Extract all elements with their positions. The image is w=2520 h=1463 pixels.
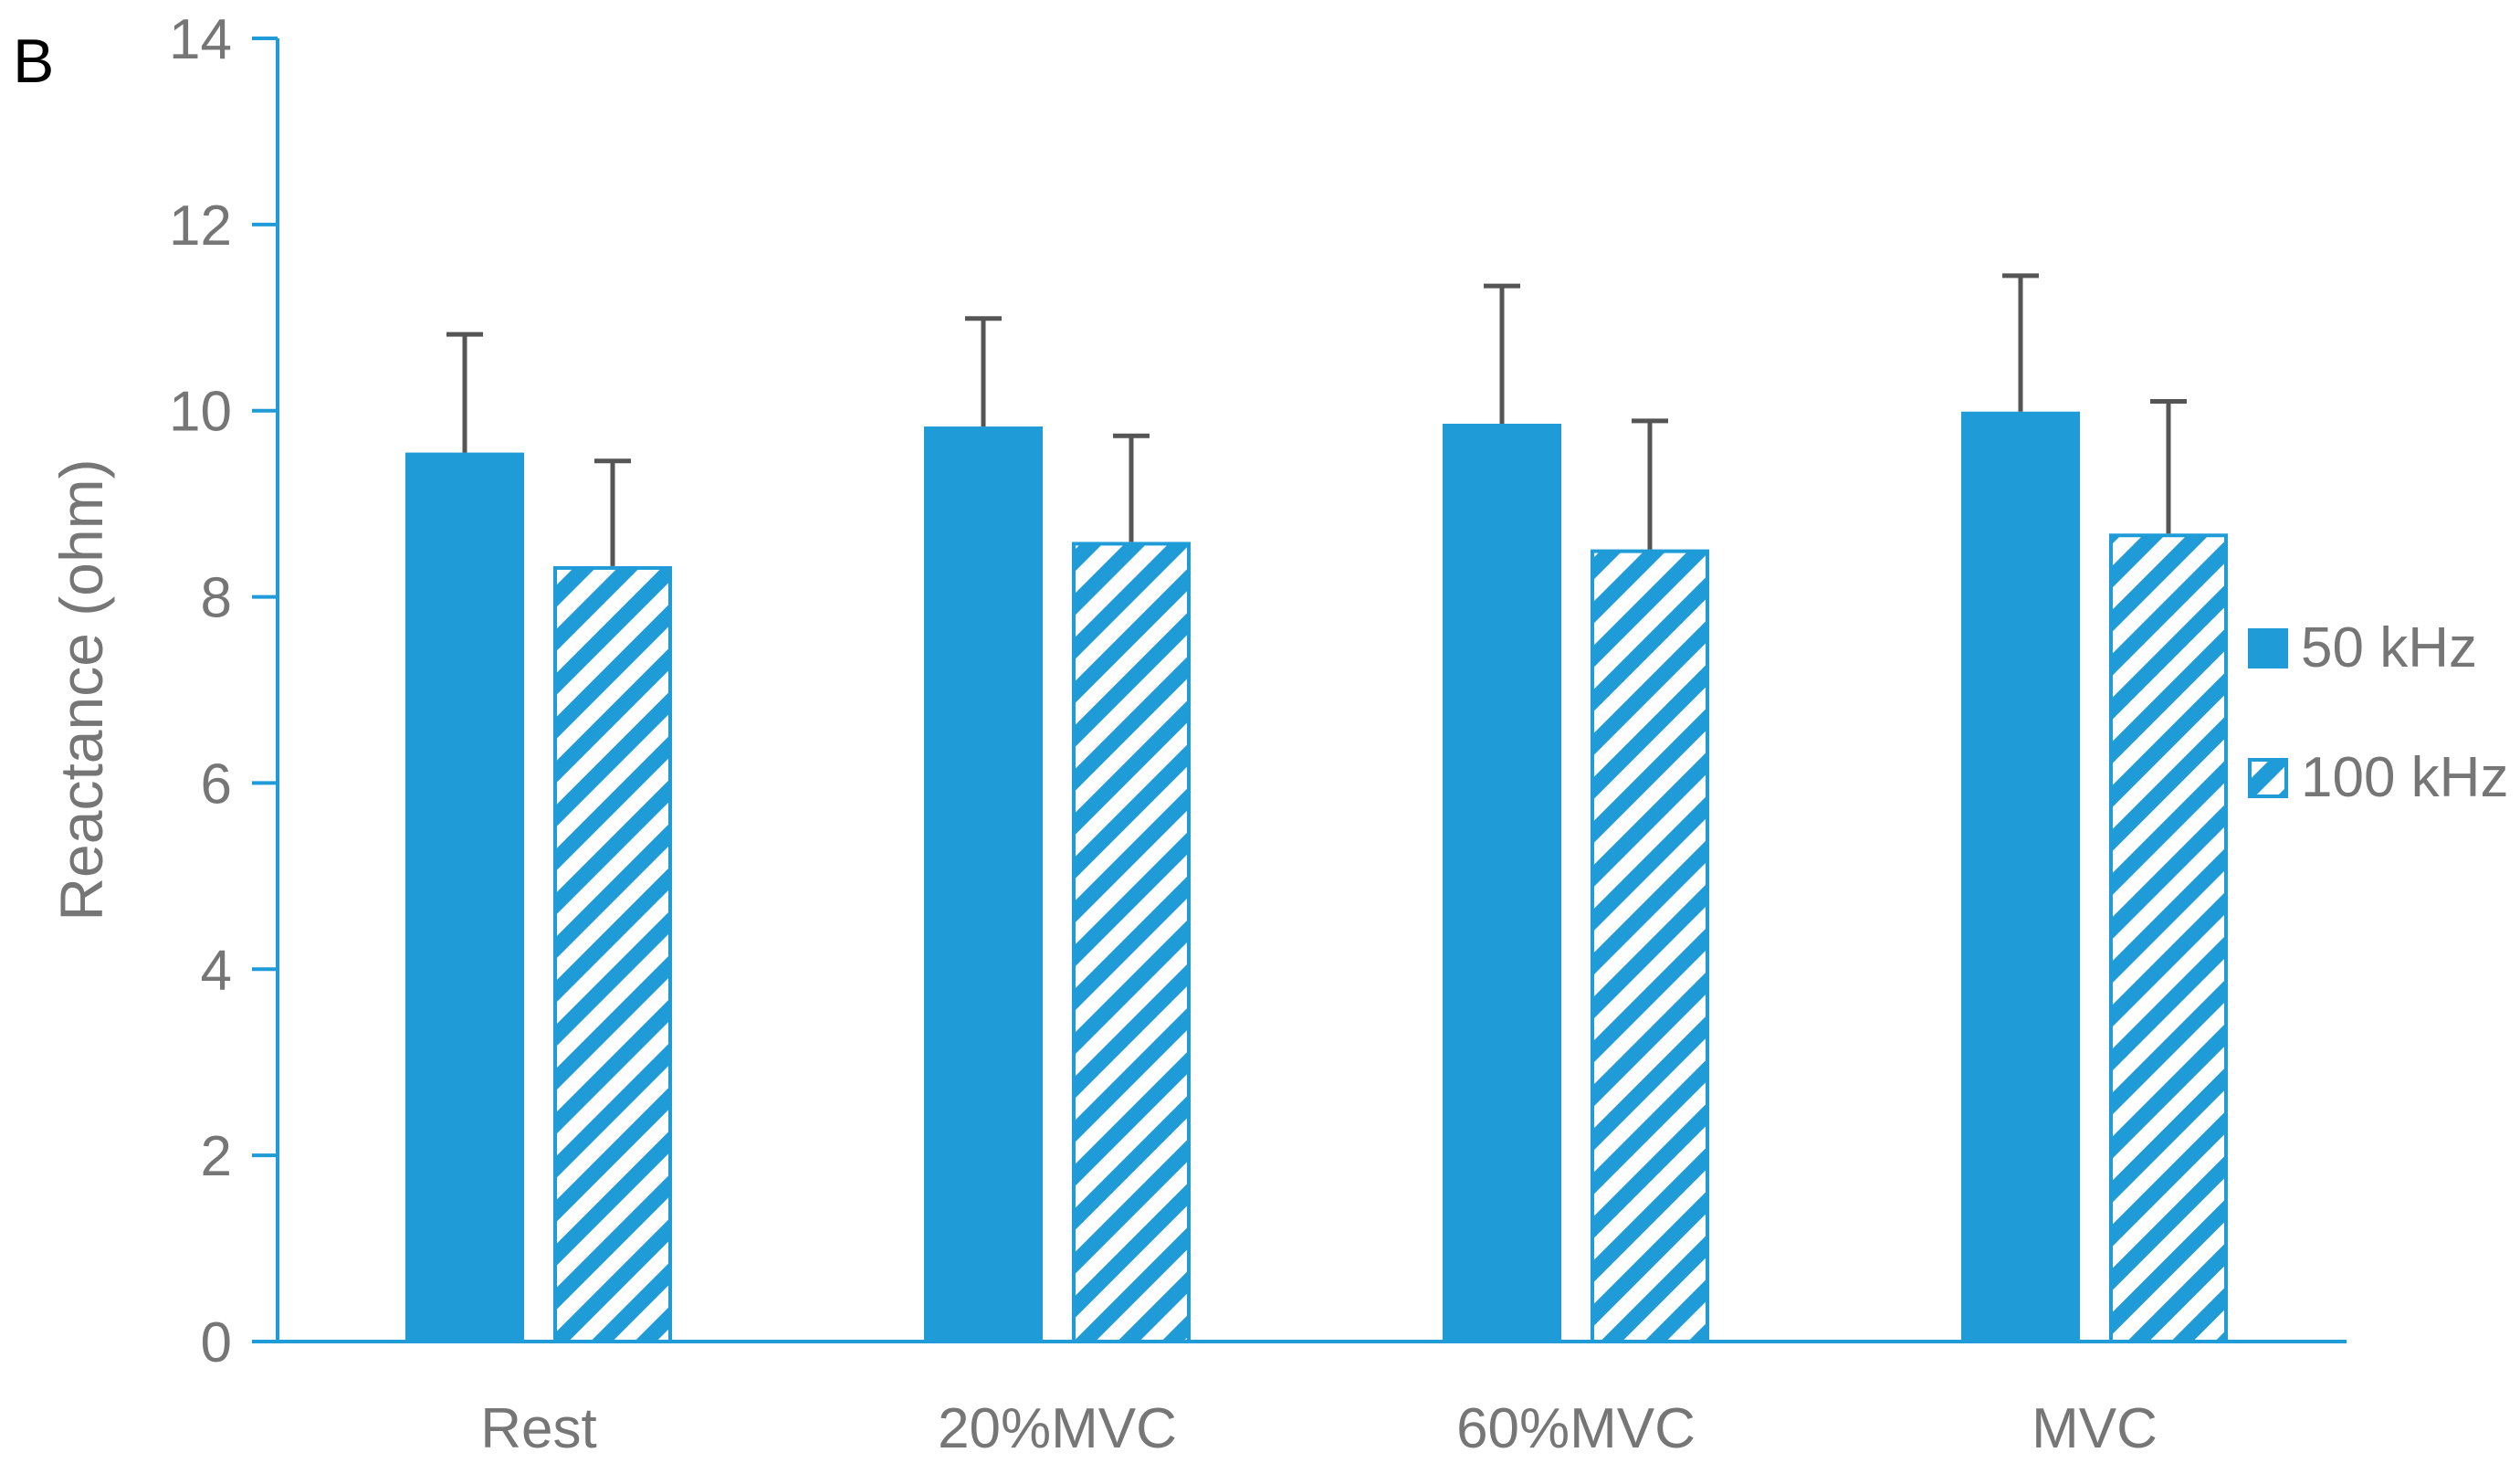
y-tick-label: 10: [169, 381, 232, 444]
bar-50khz: [924, 426, 1043, 1342]
y-tick-label: 0: [201, 1311, 232, 1374]
axes: 0 2 4 6 8 10 12 14 Reactance (ohm) Rest 20%MVC 60%M…: [47, 8, 2347, 1460]
y-tick-label: 14: [169, 8, 232, 71]
x-category-label: 60%MVC: [1456, 1397, 1696, 1458]
legend-swatch-50khz: [2248, 628, 2288, 668]
y-tick-label: 4: [201, 939, 232, 1002]
bar-100khz: [1591, 549, 1709, 1343]
y-tick-label: 2: [201, 1125, 232, 1188]
x-category-label: MVC: [2032, 1397, 2158, 1458]
x-category-label: 20%MVC: [938, 1397, 1177, 1458]
bar-100khz: [2109, 533, 2228, 1343]
legend: 50 kHz 100 kHz: [2248, 616, 2508, 809]
legend-label: 100 kHz: [2301, 746, 2508, 809]
bar-50khz: [405, 452, 524, 1342]
bar-100khz: [553, 565, 672, 1343]
x-category-label: Rest: [480, 1397, 596, 1458]
y-axis-title: Reactance (ohm): [47, 458, 115, 921]
y-tick-label: 6: [201, 753, 232, 816]
legend-swatch-100khz: [2248, 758, 2288, 798]
bar-50khz: [1443, 423, 1561, 1342]
bar-50khz: [1961, 411, 2080, 1342]
panel-label: B: [13, 26, 54, 96]
bars: [405, 273, 2228, 1343]
legend-label: 50 kHz: [2301, 616, 2477, 679]
y-tick-label: 12: [169, 195, 232, 258]
bar-100khz: [1072, 542, 1191, 1343]
y-tick-label: 8: [201, 567, 232, 630]
